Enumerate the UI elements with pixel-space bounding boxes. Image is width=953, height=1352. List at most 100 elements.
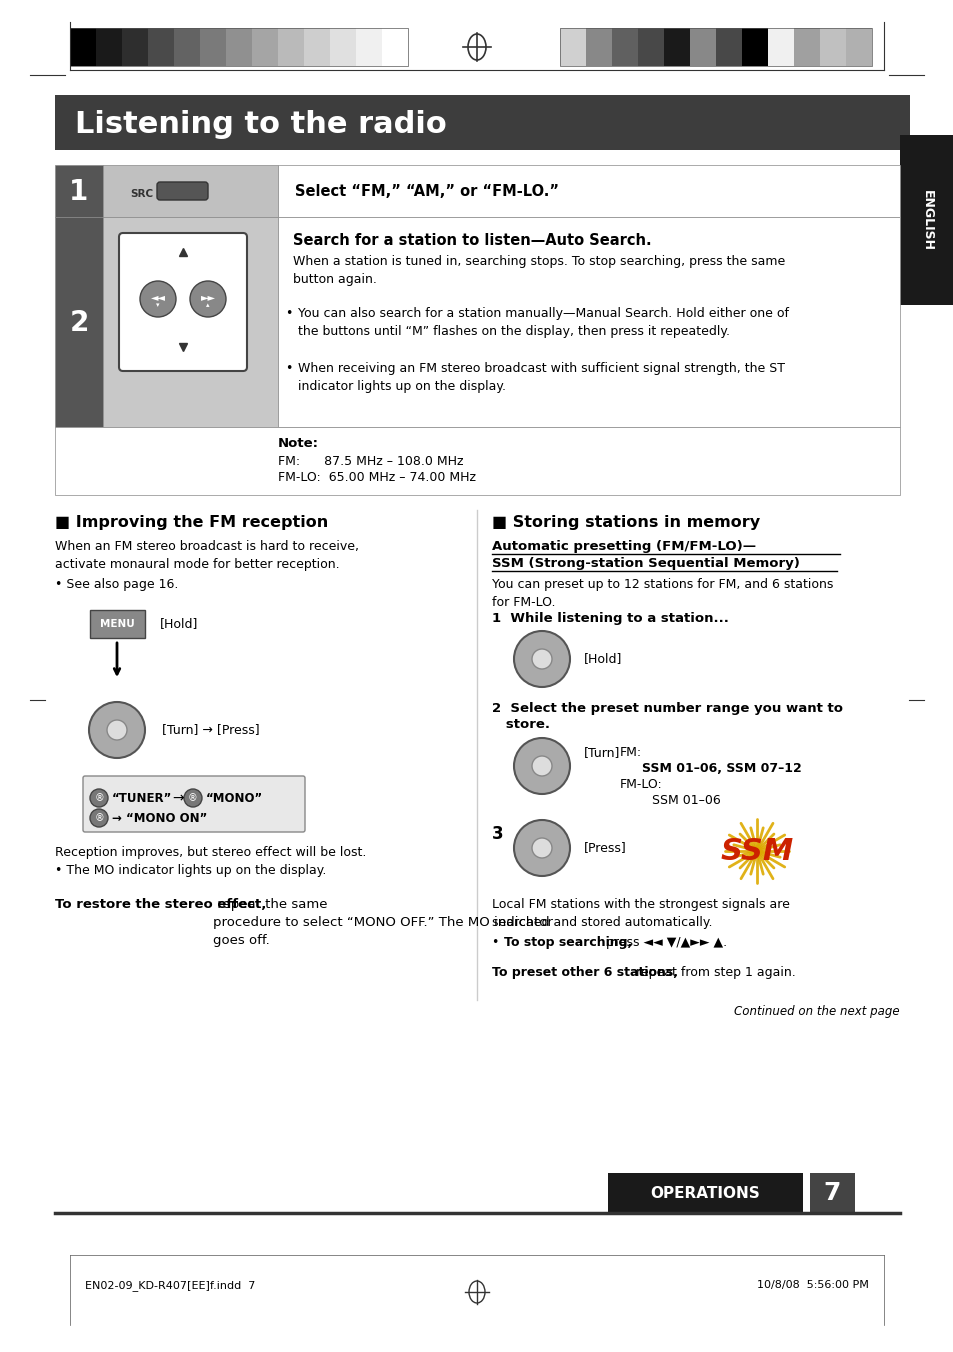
Bar bbox=[686, 823, 826, 879]
Circle shape bbox=[140, 281, 175, 316]
Circle shape bbox=[514, 631, 569, 687]
Bar bbox=[899, 135, 953, 306]
Text: Listening to the radio: Listening to the radio bbox=[75, 110, 446, 139]
Text: FM-LO:  65.00 MHz – 74.00 MHz: FM-LO: 65.00 MHz – 74.00 MHz bbox=[277, 470, 476, 484]
Circle shape bbox=[514, 738, 569, 794]
Bar bbox=[559, 28, 871, 66]
Bar bbox=[96, 28, 122, 66]
Text: MENU: MENU bbox=[99, 619, 134, 629]
Text: ►►: ►► bbox=[200, 292, 215, 301]
Text: Automatic presetting (FM/FM-LO)—: Automatic presetting (FM/FM-LO)— bbox=[492, 539, 756, 553]
Text: repeat from step 1 again.: repeat from step 1 again. bbox=[631, 965, 795, 979]
Text: To stop searching,: To stop searching, bbox=[503, 936, 632, 949]
FancyBboxPatch shape bbox=[119, 233, 247, 370]
Bar bbox=[663, 28, 689, 66]
Text: ENGLISH: ENGLISH bbox=[920, 189, 933, 250]
Text: SSM 01–06, SSM 07–12: SSM 01–06, SSM 07–12 bbox=[641, 763, 801, 775]
Text: •: • bbox=[285, 362, 292, 375]
Bar bbox=[70, 28, 96, 66]
Bar bbox=[103, 218, 277, 427]
Bar bbox=[381, 28, 408, 66]
Text: SSM 01–06: SSM 01–06 bbox=[651, 794, 720, 807]
Text: SSM: SSM bbox=[720, 837, 793, 865]
Text: SSM (Strong-station Sequential Memory): SSM (Strong-station Sequential Memory) bbox=[492, 557, 799, 571]
Bar bbox=[90, 610, 145, 638]
Bar bbox=[585, 28, 612, 66]
Bar bbox=[55, 95, 909, 150]
Text: ®: ® bbox=[94, 794, 104, 803]
Bar bbox=[70, 28, 408, 66]
Bar bbox=[173, 28, 200, 66]
Bar bbox=[607, 1174, 802, 1213]
Bar bbox=[148, 28, 173, 66]
Circle shape bbox=[184, 790, 202, 807]
Text: “MONO”: “MONO” bbox=[206, 791, 263, 804]
Text: ▾: ▾ bbox=[156, 301, 159, 308]
Text: ®: ® bbox=[188, 794, 197, 803]
Text: [Turn]: [Turn] bbox=[583, 746, 619, 758]
Bar bbox=[638, 28, 663, 66]
Bar bbox=[226, 28, 252, 66]
Text: 10/8/08  5:56:00 PM: 10/8/08 5:56:00 PM bbox=[757, 1280, 868, 1290]
Text: SRC: SRC bbox=[130, 189, 153, 199]
Bar bbox=[559, 28, 585, 66]
Bar bbox=[277, 28, 304, 66]
Text: You can preset up to 12 stations for FM, and 6 stations
for FM-LO.: You can preset up to 12 stations for FM,… bbox=[492, 579, 833, 608]
Text: [Hold]: [Hold] bbox=[160, 618, 198, 630]
Text: [Hold]: [Hold] bbox=[583, 653, 621, 665]
Circle shape bbox=[90, 808, 108, 827]
Circle shape bbox=[532, 838, 552, 859]
Bar bbox=[55, 165, 103, 218]
Bar bbox=[612, 28, 638, 66]
Bar bbox=[55, 427, 899, 495]
Bar bbox=[741, 28, 767, 66]
Text: Local FM stations with the strongest signals are
searched and stored automatical: Local FM stations with the strongest sig… bbox=[492, 898, 789, 929]
Bar bbox=[809, 1174, 854, 1213]
Bar bbox=[689, 28, 716, 66]
Text: store.: store. bbox=[492, 718, 550, 731]
Bar bbox=[355, 28, 381, 66]
Text: →: → bbox=[172, 791, 183, 804]
Bar bbox=[122, 28, 148, 66]
Bar bbox=[277, 218, 899, 427]
Text: When an FM stereo broadcast is hard to receive,
activate monaural mode for bette: When an FM stereo broadcast is hard to r… bbox=[55, 539, 358, 571]
Text: •: • bbox=[492, 936, 503, 949]
Text: When a station is tuned in, searching stops. To stop searching, press the same
b: When a station is tuned in, searching st… bbox=[293, 256, 784, 287]
Text: • The MO indicator lights up on the display.: • The MO indicator lights up on the disp… bbox=[55, 864, 326, 877]
Text: 2: 2 bbox=[70, 310, 89, 337]
Bar bbox=[103, 165, 277, 218]
Circle shape bbox=[107, 721, 127, 740]
Text: → “MONO ON”: → “MONO ON” bbox=[112, 811, 207, 825]
Bar bbox=[716, 28, 741, 66]
Bar bbox=[277, 165, 899, 218]
Text: ■ Storing stations in memory: ■ Storing stations in memory bbox=[492, 515, 760, 530]
Text: Search for a station to listen—Auto Search.: Search for a station to listen—Auto Sear… bbox=[293, 233, 651, 247]
Circle shape bbox=[90, 790, 108, 807]
Circle shape bbox=[89, 702, 145, 758]
Text: You can also search for a station manually—Manual Search. Hold either one of
the: You can also search for a station manual… bbox=[297, 307, 788, 338]
Text: ®: ® bbox=[94, 813, 104, 823]
Text: EN02-09_KD-R407[EE]f.indd  7: EN02-09_KD-R407[EE]f.indd 7 bbox=[85, 1280, 255, 1291]
Text: Note:: Note: bbox=[277, 437, 318, 450]
Text: When receiving an FM stereo broadcast with sufficient signal strength, the ST
in: When receiving an FM stereo broadcast wi… bbox=[297, 362, 784, 393]
Text: FM:: FM: bbox=[619, 746, 641, 758]
Text: • See also page 16.: • See also page 16. bbox=[55, 579, 178, 591]
Circle shape bbox=[514, 821, 569, 876]
Text: •: • bbox=[285, 307, 292, 320]
Text: “TUNER”: “TUNER” bbox=[112, 791, 172, 804]
Bar bbox=[845, 28, 871, 66]
Text: Continued on the next page: Continued on the next page bbox=[734, 1005, 899, 1018]
Text: 1  While listening to a station...: 1 While listening to a station... bbox=[492, 612, 728, 625]
Circle shape bbox=[532, 649, 552, 669]
Text: FM-LO:: FM-LO: bbox=[619, 777, 662, 791]
Text: ▴: ▴ bbox=[206, 301, 210, 308]
Circle shape bbox=[532, 756, 552, 776]
FancyBboxPatch shape bbox=[157, 183, 208, 200]
Bar bbox=[252, 28, 277, 66]
Text: ■ Improving the FM reception: ■ Improving the FM reception bbox=[55, 515, 328, 530]
Text: [Press]: [Press] bbox=[583, 841, 626, 854]
Text: 2  Select the preset number range you want to: 2 Select the preset number range you wan… bbox=[492, 702, 842, 715]
Bar bbox=[200, 28, 226, 66]
Bar bbox=[304, 28, 330, 66]
Text: OPERATIONS: OPERATIONS bbox=[649, 1186, 760, 1201]
